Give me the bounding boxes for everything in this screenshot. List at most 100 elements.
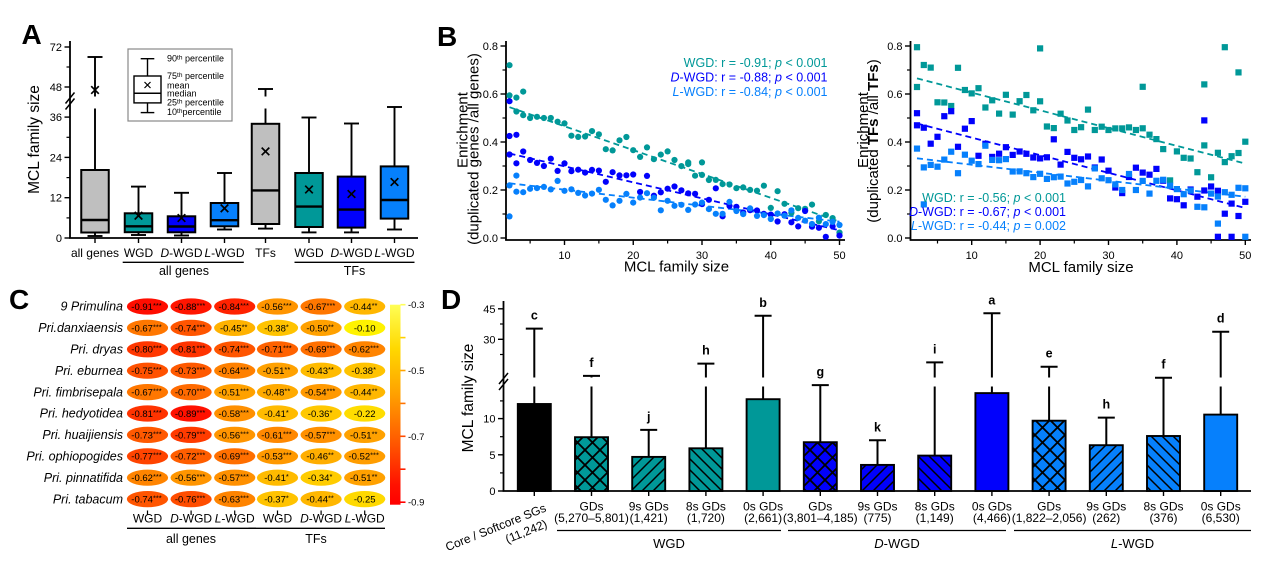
svg-text:8s GDs: 8s GDs [1143,500,1183,514]
svg-text:median: median [167,89,197,99]
svg-text:0s GDs: 0s GDs [972,500,1012,514]
svg-text:L-WGD: L-WGD [345,512,385,526]
svg-text:g: g [816,365,824,379]
svg-text:WGD: WGD [133,512,163,526]
svg-text:40: 40 [765,250,777,262]
svg-text:D-WGD: r = -0.67; p < 0.001: D-WGD: r = -0.67; p < 0.001 [909,205,1066,219]
svg-text:-0.38*: -0.38* [264,322,289,334]
svg-text:0.8: 0.8 [483,41,498,53]
svg-text:WGD: r = -0.91; p < 0.001: WGD: r = -0.91; p < 0.001 [684,56,828,70]
svg-text:Pri. eburnea: Pri. eburnea [55,364,123,378]
svg-text:D-WGD: D-WGD [300,512,342,526]
svg-text:-0.51**: -0.51** [350,429,378,441]
svg-text:9s GDs: 9s GDs [629,500,669,514]
svg-text:-0.5: -0.5 [408,366,424,377]
svg-text:10thpercentile: 10thpercentile [167,107,221,117]
svg-text:0: 0 [56,233,62,245]
svg-text:8s GDs: 8s GDs [915,500,955,514]
svg-text:0.0: 0.0 [887,233,902,245]
svg-text:WGD: WGD [294,246,324,260]
svg-text:30: 30 [696,250,708,262]
svg-text:12: 12 [50,193,62,205]
svg-text:-0.34*: -0.34* [308,472,333,484]
svg-text:B: B [437,21,457,52]
svg-text:a: a [988,293,996,307]
svg-text:0.4: 0.4 [483,137,498,149]
svg-text:k: k [874,420,881,434]
svg-text:h: h [1102,398,1110,412]
svg-text:MCL family size: MCL family size [460,344,477,453]
svg-text:WGD: WGD [124,246,154,260]
svg-text:GDs: GDs [580,500,604,514]
svg-text:0.8: 0.8 [887,41,902,53]
svg-text:e: e [1046,347,1053,361]
svg-text:all genes: all genes [166,532,216,546]
svg-text:75th percentile: 75th percentile [167,71,224,81]
svg-text:(775): (775) [863,511,891,525]
svg-text:WGD: WGD [653,536,685,551]
svg-text:-0.41*: -0.41* [264,408,289,420]
svg-text:-0.37*: -0.37* [264,493,289,505]
svg-text:9s GDs: 9s GDs [857,500,897,514]
svg-text:-0.50**: -0.50** [306,322,334,334]
svg-text:-0.44**: -0.44** [306,493,334,505]
svg-text:40: 40 [1171,250,1183,262]
svg-text:Pri. pinnatifida: Pri. pinnatifida [44,471,123,485]
svg-text:Enrichment: Enrichment [855,91,872,168]
svg-text:10: 10 [558,250,570,262]
svg-text:L-WGD: r = -0.84; p < 0.001: L-WGD: r = -0.84; p < 0.001 [673,85,828,99]
svg-text:TFs: TFs [305,532,327,546]
svg-text:TFs: TFs [255,246,276,260]
svg-text:GDs: GDs [808,500,832,514]
svg-text:-0.51**: -0.51** [263,365,291,377]
svg-text:(1,421): (1,421) [630,511,668,525]
svg-text:-0.7: -0.7 [408,432,424,443]
svg-text:8s GDs: 8s GDs [686,500,726,514]
svg-text:-0.44**: -0.44** [350,386,378,398]
svg-text:(1,720): (1,720) [687,511,725,525]
svg-text:30: 30 [483,334,495,346]
svg-text:20: 20 [627,250,639,262]
svg-text:Pri. tabacum: Pri. tabacum [53,492,123,506]
svg-text:0.0: 0.0 [483,233,498,245]
svg-text:D: D [441,284,461,315]
svg-text:-0.44**: -0.44** [350,301,378,313]
svg-text:-0.25: -0.25 [354,495,376,506]
svg-text:MCL family size: MCL family size [26,85,43,194]
svg-text:-0.38*: -0.38* [351,365,376,377]
svg-text:(3,801–4,185): (3,801–4,185) [783,511,858,525]
svg-text:-0.3: -0.3 [408,300,424,311]
svg-text:0s GDs: 0s GDs [743,500,783,514]
svg-text:D-WGD: D-WGD [170,512,212,526]
svg-text:j: j [646,410,650,424]
svg-text:D-WGD: D-WGD [331,246,373,260]
svg-text:all genes: all genes [159,264,209,278]
svg-text:i: i [933,342,936,356]
svg-text:24: 24 [50,152,62,164]
svg-text:Pri. huaijiensis: Pri. huaijiensis [42,428,123,442]
svg-text:(duplicated genes /all genes): (duplicated genes /all genes) [466,53,483,245]
svg-text:D-WGD: D-WGD [874,536,920,551]
svg-text:45: 45 [483,304,495,316]
svg-text:(376): (376) [1149,511,1177,525]
svg-text:f: f [589,356,594,370]
svg-text:90th percentile: 90th percentile [167,54,224,64]
svg-text:-0.48**: -0.48** [263,386,291,398]
svg-text:0.4: 0.4 [887,137,902,149]
svg-text:-0.22: -0.22 [354,409,376,420]
svg-text:-0.43**: -0.43** [306,365,334,377]
svg-text:10: 10 [966,250,978,262]
svg-text:Pri. ophiopogides: Pri. ophiopogides [26,450,123,464]
svg-text:Pri. hedyotidea: Pri. hedyotidea [40,407,123,421]
svg-text:-0.36*: -0.36* [308,408,333,420]
svg-text:0: 0 [489,486,495,498]
svg-text:WGD: r = -0.56; p < 0.001: WGD: r = -0.56; p < 0.001 [922,191,1066,205]
svg-text:(1,822–2,056): (1,822–2,056) [1012,511,1087,525]
svg-text:0.6: 0.6 [887,89,902,101]
svg-text:GDs: GDs [1037,500,1061,514]
svg-text:5: 5 [489,450,495,462]
svg-text:(1,149): (1,149) [916,511,954,525]
svg-text:9 Primulina: 9 Primulina [60,300,123,314]
svg-text:50: 50 [833,250,845,262]
svg-text:30: 30 [1102,250,1114,262]
